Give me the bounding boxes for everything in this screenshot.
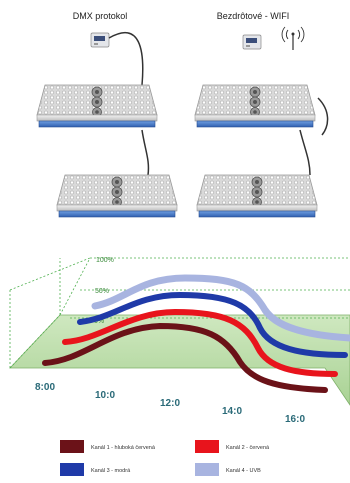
series-line-blue — [77, 291, 348, 358]
x-tick-label: 10:0 — [95, 390, 115, 401]
daisy-chain-cable-left — [141, 129, 150, 176]
chart-grid — [9, 257, 350, 369]
legend-label: Kanál 2 - červená — [226, 445, 270, 451]
series-line-red — [62, 308, 338, 377]
wifi-title: Bezdrôtové - WIFI — [217, 11, 290, 21]
chart: 100% 50% 0% 8:00 10:0 12:0 14:0 16:0 — [9, 257, 350, 425]
x-tick-label: 16:0 — [285, 414, 305, 425]
led-fixture-bottom-right — [196, 174, 318, 218]
legend: Kanál 1 - hluboká červená Kanál 2 - červ… — [60, 440, 270, 476]
legend-label: Kanál 4 - UVB — [226, 468, 261, 474]
legend-label: Kanál 1 - hluboká červená — [91, 445, 156, 451]
legend-swatch-deep-red — [60, 440, 84, 453]
x-tick-label: 14:0 — [222, 406, 242, 417]
dmx-cable — [108, 31, 144, 86]
x-tick-label: 8:00 — [35, 382, 55, 393]
led-fixture-top-right — [194, 84, 316, 128]
led-fixture-bottom-left — [56, 174, 178, 218]
legend-label: Kanál 3 - modrá — [91, 468, 131, 474]
series-line-deep-red — [42, 322, 328, 393]
daisy-chain-cable-top-right — [317, 97, 329, 136]
y-tick-label: 0% — [94, 318, 104, 325]
dmx-controller — [90, 32, 110, 48]
wifi-antenna-icon — [281, 26, 305, 50]
dmx-title: DMX protokol — [73, 11, 128, 21]
y-tick-label: 50% — [95, 288, 109, 295]
wifi-controller — [242, 34, 262, 50]
legend-swatch-uvb — [195, 463, 219, 476]
legend-swatch-blue — [60, 463, 84, 476]
led-fixture-top-left — [36, 84, 158, 128]
x-tick-label: 12:0 — [160, 398, 180, 409]
daisy-chain-cable-right — [299, 129, 311, 176]
series-line-uvb — [91, 274, 350, 342]
legend-swatch-red — [195, 440, 219, 453]
y-tick-label: 100% — [96, 257, 114, 264]
